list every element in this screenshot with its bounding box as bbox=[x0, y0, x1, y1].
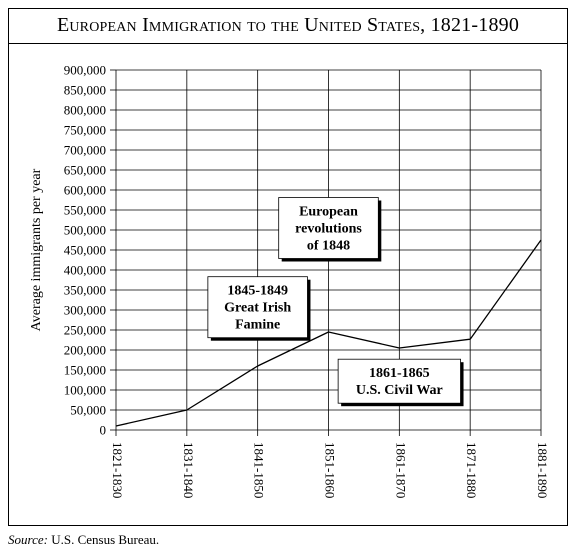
y-tick-label: 700,000 bbox=[64, 143, 106, 158]
y-tick-label: 300,000 bbox=[64, 303, 106, 318]
y-tick-label: 350,000 bbox=[64, 283, 106, 298]
x-tick-label: 1861-1870 bbox=[393, 442, 408, 498]
y-tick-label: 800,000 bbox=[64, 103, 106, 118]
chart-frame bbox=[8, 8, 568, 526]
source-label: Source: bbox=[8, 532, 48, 547]
annotation-box: European revolutions of 1848 bbox=[278, 197, 382, 262]
y-tick-label: 100,000 bbox=[64, 383, 106, 398]
annotation-text: Famine bbox=[235, 318, 280, 333]
source-note: Source: U.S. Census Bureau. bbox=[8, 532, 159, 548]
annotation-text: 1845-1849 bbox=[227, 284, 288, 299]
y-tick-label: 650,000 bbox=[64, 163, 106, 178]
annotation-box: 1861-1865 U.S. Civil War bbox=[337, 358, 464, 407]
x-tick-label: 1831-1840 bbox=[181, 442, 196, 498]
x-tick-label: 1881-1890 bbox=[535, 442, 550, 498]
annotation-text: of 1848 bbox=[307, 239, 350, 254]
axis-layer bbox=[110, 69, 542, 436]
y-tick-label: 750,000 bbox=[64, 123, 106, 138]
y-axis-label: Average immigrants per year bbox=[29, 168, 44, 331]
y-tick-label: 400,000 bbox=[64, 263, 106, 278]
annotation-text: 1861-1865 bbox=[369, 366, 430, 381]
title-bar: European Immigration to the United State… bbox=[8, 8, 568, 44]
annotation-text: revolutions bbox=[295, 222, 362, 237]
y-tick-label: 850,000 bbox=[64, 83, 106, 98]
annotation-text: U.S. Civil War bbox=[356, 383, 443, 398]
y-tick-label: 150,000 bbox=[64, 363, 106, 378]
y-tick-label: 600,000 bbox=[64, 183, 106, 198]
y-tick-label: 450,000 bbox=[64, 243, 106, 258]
chart-title: European Immigration to the United State… bbox=[56, 14, 520, 36]
annotation-text: Great Irish bbox=[224, 301, 291, 316]
y-tick-label: 50,000 bbox=[70, 403, 106, 418]
x-tick-label: 1841-1850 bbox=[252, 442, 267, 498]
y-tick-label: 0 bbox=[100, 423, 107, 438]
y-tick-label: 500,000 bbox=[64, 223, 106, 238]
annotation-layer: European revolutions of 1848 1845-1849 Great… bbox=[207, 197, 464, 407]
annotation-panel bbox=[278, 197, 379, 259]
y-tick-label: 550,000 bbox=[64, 203, 106, 218]
y-tick-label: 900,000 bbox=[64, 63, 106, 78]
annotation-panel bbox=[337, 358, 461, 404]
x-tick-label: 1871-1880 bbox=[464, 442, 479, 498]
annotation-box: 1845-1849 Great Irish Famine bbox=[207, 276, 311, 341]
y-tick-label: 200,000 bbox=[64, 343, 106, 358]
source-text: U.S. Census Bureau. bbox=[51, 532, 160, 547]
x-tick-label: 1821-1830 bbox=[110, 442, 125, 498]
series-layer bbox=[115, 239, 542, 427]
y-tick-label: 250,000 bbox=[64, 323, 106, 338]
label-layer: 0 50,000 100,000 150,000 200,000 250,000 300,0… bbox=[29, 63, 550, 499]
annotation-text: European bbox=[299, 205, 358, 220]
x-tick-label: 1851-1860 bbox=[323, 442, 338, 498]
annotation-panel bbox=[207, 276, 308, 339]
